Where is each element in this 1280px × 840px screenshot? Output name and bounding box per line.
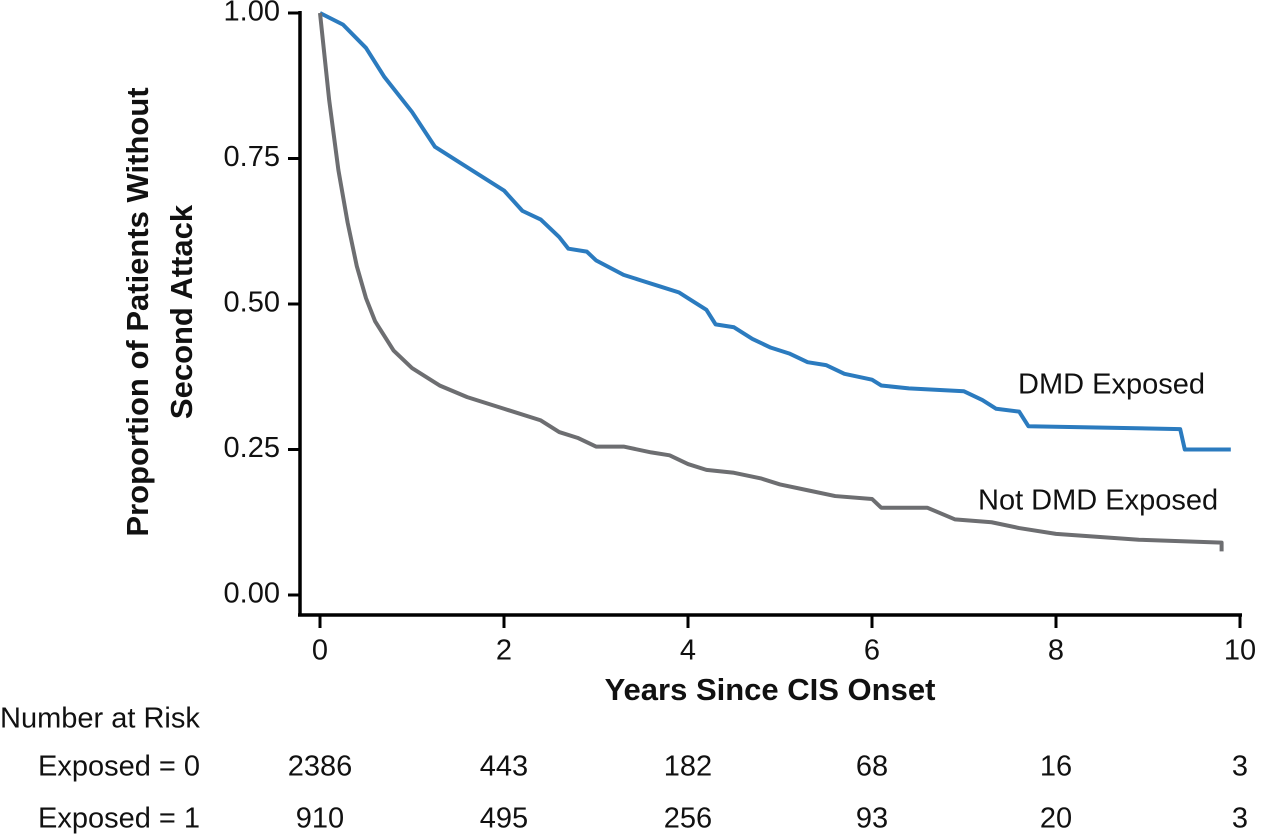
risk-count: 16 [1040,751,1072,783]
x-tick-label: 6 [864,635,880,667]
y-tick-label: 0.75 [224,141,280,173]
y-tick-label: 0.25 [224,432,280,464]
risk-table-title: Number at Risk [0,703,200,735]
risk-count: 256 [664,803,712,835]
y-tick-label: 0.50 [224,287,280,319]
y-axis-title: Proportion of Patients Without [120,87,155,536]
y-tick-label: 1.00 [224,0,280,28]
risk-count: 910 [296,803,344,835]
survival-line [319,11,1231,452]
risk-count: 3 [1232,751,1248,783]
risk-count: 2386 [288,751,353,783]
risk-count: 93 [856,803,888,835]
series-label: DMD Exposed [1018,369,1205,401]
x-tick-label: 0 [312,635,328,667]
risk-row-label: Exposed = 1 [38,803,200,835]
survival-line [318,12,1224,552]
risk-count: 443 [480,751,528,783]
x-tick-label: 8 [1048,635,1064,667]
y-axis-title: Second Attack [164,204,199,419]
risk-count: 68 [856,751,888,783]
x-tick-label: 2 [496,635,512,667]
risk-count: 495 [480,803,528,835]
risk-count: 182 [664,751,712,783]
risk-count: 3 [1232,803,1248,835]
y-tick-label: 0.00 [224,578,280,610]
risk-row-label: Exposed = 0 [38,751,200,783]
x-tick-label: 10 [1224,635,1256,667]
x-axis-title: Years Since CIS Onset [605,672,936,707]
risk-count: 20 [1040,803,1072,835]
series-label: Not DMD Exposed [978,485,1218,517]
x-tick-label: 4 [680,635,696,667]
